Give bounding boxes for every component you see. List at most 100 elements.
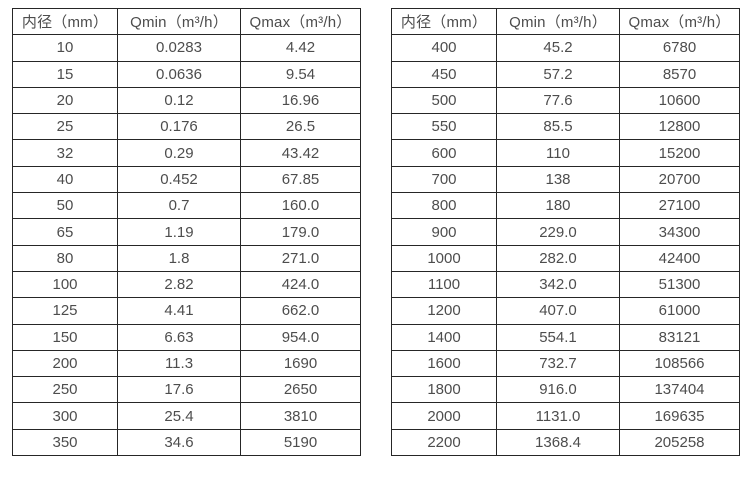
table-cell: 180 xyxy=(496,192,620,220)
table-cell: 271.0 xyxy=(240,244,361,272)
table-row: 2200 1368.4 205258 xyxy=(391,428,740,457)
table-cell: 1690 xyxy=(240,349,361,378)
table-cell: 5190 xyxy=(240,428,361,457)
table-cell: 43.42 xyxy=(240,139,361,167)
table-cell: 1400 xyxy=(391,323,497,351)
table-cell: 0.176 xyxy=(117,113,241,141)
table-cell: 83121 xyxy=(619,323,740,351)
table-cell: 110 xyxy=(496,139,620,167)
table-cell: 662.0 xyxy=(240,297,361,325)
table-body: 10 0.0283 4.42 15 0.0636 9.54 20 0.12 16.96 25 0.1… xyxy=(12,34,361,457)
table-header: 内径（mm） Qmin（m³/h） Qmax（m³/h） xyxy=(12,7,361,36)
table-cell: 179.0 xyxy=(240,218,361,246)
table-cell: 17.6 xyxy=(117,376,241,404)
table-cell: 200 xyxy=(12,349,118,378)
table-row: 1200 407.0 61000 xyxy=(391,297,740,325)
table-cell: 80 xyxy=(12,244,118,272)
table-cell: 450 xyxy=(391,60,497,88)
table-cell: 138 xyxy=(496,165,620,194)
table-cell: 10 xyxy=(12,34,118,62)
table-cell: 0.12 xyxy=(117,86,241,115)
table-cell: 954.0 xyxy=(240,323,361,351)
table-cell: 2000 xyxy=(391,402,497,430)
table-cell: 0.0636 xyxy=(117,60,241,88)
table-cell: 10600 xyxy=(619,86,740,115)
table-cell: 11.3 xyxy=(117,349,241,378)
table-row: 50 0.7 160.0 xyxy=(12,192,361,220)
table-row: 80 1.8 271.0 xyxy=(12,244,361,272)
table-row: 1600 732.7 108566 xyxy=(391,349,740,378)
table-cell: 65 xyxy=(12,218,118,246)
table-cell: 40 xyxy=(12,165,118,194)
table-cell: 57.2 xyxy=(496,60,620,88)
column-header: 内径（mm） xyxy=(12,7,118,36)
table-cell: 32 xyxy=(12,139,118,167)
table-cell: 50 xyxy=(12,192,118,220)
table-cell: 137404 xyxy=(619,376,740,404)
table-row: 900 229.0 34300 xyxy=(391,218,740,246)
table-cell: 2650 xyxy=(240,376,361,404)
table-cell: 20700 xyxy=(619,165,740,194)
table-cell: 34300 xyxy=(619,218,740,246)
table-cell: 350 xyxy=(12,428,118,457)
table-row: 1000 282.0 42400 xyxy=(391,244,740,272)
table-cell: 342.0 xyxy=(496,270,620,299)
table-cell: 554.1 xyxy=(496,323,620,351)
table-cell: 25.4 xyxy=(117,402,241,430)
table-cell: 0.0283 xyxy=(117,34,241,62)
column-header: Qmin（m³/h） xyxy=(117,7,241,36)
table-cell: 1131.0 xyxy=(496,402,620,430)
table-cell: 700 xyxy=(391,165,497,194)
table-row: 32 0.29 43.42 xyxy=(12,139,361,167)
header-row: 内径（mm） Qmin（m³/h） Qmax（m³/h） xyxy=(391,7,740,36)
table-cell: 550 xyxy=(391,113,497,141)
table-row: 250 17.6 2650 xyxy=(12,376,361,404)
table-cell: 61000 xyxy=(619,297,740,325)
table-header: 内径（mm） Qmin（m³/h） Qmax（m³/h） xyxy=(391,7,740,36)
table-cell: 4.42 xyxy=(240,34,361,62)
table-cell: 150 xyxy=(12,323,118,351)
table-cell: 1200 xyxy=(391,297,497,325)
table-cell: 15 xyxy=(12,60,118,88)
table-cell: 0.452 xyxy=(117,165,241,194)
table-cell: 16.96 xyxy=(240,86,361,115)
table-cell: 85.5 xyxy=(496,113,620,141)
table-row: 200 11.3 1690 xyxy=(12,349,361,378)
table-cell: 900 xyxy=(391,218,497,246)
table-row: 15 0.0636 9.54 xyxy=(12,60,361,88)
table-cell: 100 xyxy=(12,270,118,299)
table-cell: 108566 xyxy=(619,349,740,378)
table-cell: 1.8 xyxy=(117,244,241,272)
table-cell: 400 xyxy=(391,34,497,62)
table-cell: 125 xyxy=(12,297,118,325)
table-cell: 800 xyxy=(391,192,497,220)
table-row: 550 85.5 12800 xyxy=(391,113,740,141)
table-cell: 12800 xyxy=(619,113,740,141)
table-cell: 6.63 xyxy=(117,323,241,351)
table-cell: 4.41 xyxy=(117,297,241,325)
flow-range-table-small-diameters: 内径（mm） Qmin（m³/h） Qmax（m³/h） 10 0.0283 4.42 1… xyxy=(12,7,361,457)
table-cell: 160.0 xyxy=(240,192,361,220)
table-row: 1400 554.1 83121 xyxy=(391,323,740,351)
table-cell: 282.0 xyxy=(496,244,620,272)
table-cell: 229.0 xyxy=(496,218,620,246)
table-cell: 42400 xyxy=(619,244,740,272)
table-row: 20 0.12 16.96 xyxy=(12,86,361,115)
table-cell: 424.0 xyxy=(240,270,361,299)
flow-range-table-large-diameters: 内径（mm） Qmin（m³/h） Qmax（m³/h） 400 45.2 6780 45… xyxy=(391,7,740,457)
table-cell: 51300 xyxy=(619,270,740,299)
table-row: 300 25.4 3810 xyxy=(12,402,361,430)
table-cell: 300 xyxy=(12,402,118,430)
table-row: 150 6.63 954.0 xyxy=(12,323,361,351)
table-cell: 1800 xyxy=(391,376,497,404)
table-row: 10 0.0283 4.42 xyxy=(12,34,361,62)
table-cell: 6780 xyxy=(619,34,740,62)
table-cell: 15200 xyxy=(619,139,740,167)
header-row: 内径（mm） Qmin（m³/h） Qmax（m³/h） xyxy=(12,7,361,36)
table-row: 40 0.452 67.85 xyxy=(12,165,361,194)
table-cell: 2.82 xyxy=(117,270,241,299)
table-row: 1800 916.0 137404 xyxy=(391,376,740,404)
table-cell: 1000 xyxy=(391,244,497,272)
table-cell: 250 xyxy=(12,376,118,404)
